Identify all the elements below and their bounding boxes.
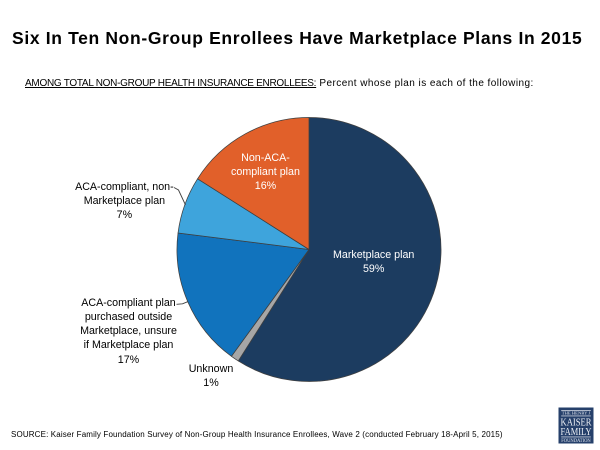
svg-text:KAISER: KAISER [561,417,593,429]
svg-text:FOUNDATION: FOUNDATION [561,439,591,444]
svg-text:THE HENRY J: THE HENRY J [562,411,591,416]
svg-text:FAMILY: FAMILY [561,426,592,438]
